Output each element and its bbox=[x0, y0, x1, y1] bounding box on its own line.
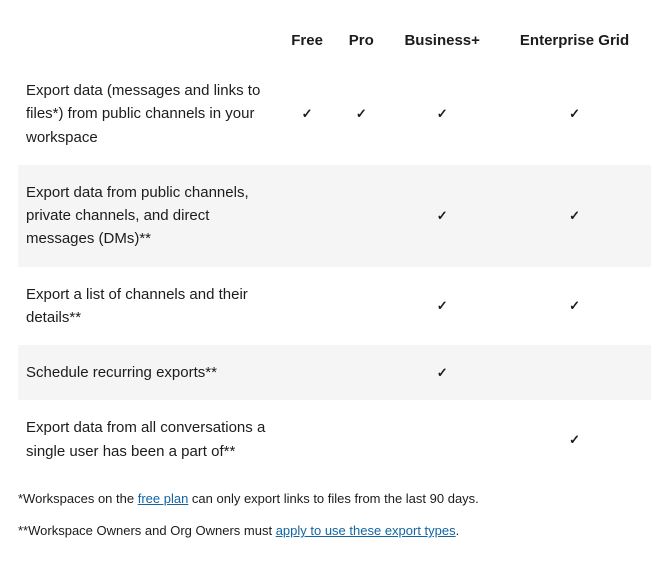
plan-cell bbox=[336, 400, 386, 479]
check-icon: ✓ bbox=[437, 106, 448, 121]
check-icon: ✓ bbox=[569, 432, 580, 447]
feature-column-header bbox=[18, 18, 278, 63]
check-icon: ✓ bbox=[437, 298, 448, 313]
check-icon: ✓ bbox=[437, 208, 448, 223]
table-row: Export data (messages and links to files… bbox=[18, 63, 651, 165]
footnote-1-post: can only export links to files from the … bbox=[188, 491, 478, 506]
footnote-2: **Workspace Owners and Org Owners must a… bbox=[18, 521, 651, 541]
table-row: Schedule recurring exports** ✓ bbox=[18, 345, 651, 400]
feature-cell: Schedule recurring exports** bbox=[18, 345, 278, 400]
check-icon: ✓ bbox=[569, 106, 580, 121]
check-icon: ✓ bbox=[569, 208, 580, 223]
plan-cell: ✓ bbox=[498, 267, 651, 346]
free-plan-link[interactable]: free plan bbox=[138, 491, 189, 506]
check-icon: ✓ bbox=[356, 106, 367, 121]
plan-cell: ✓ bbox=[336, 63, 386, 165]
footnote-1-pre: *Workspaces on the bbox=[18, 491, 138, 506]
plan-comparison-table: Free Pro Business+ Enterprise Grid Expor… bbox=[18, 18, 651, 479]
table-row: Export data from all conversations a sin… bbox=[18, 400, 651, 479]
check-icon: ✓ bbox=[302, 106, 313, 121]
apply-export-link[interactable]: apply to use these export types bbox=[276, 523, 456, 538]
plan-cell: ✓ bbox=[498, 63, 651, 165]
plan-cell bbox=[498, 345, 651, 400]
plan-cell bbox=[278, 165, 336, 267]
feature-cell: Export a list of channels and their deta… bbox=[18, 267, 278, 346]
table-row: Export data from public channels, privat… bbox=[18, 165, 651, 267]
plan-cell: ✓ bbox=[386, 345, 498, 400]
check-icon: ✓ bbox=[437, 365, 448, 380]
feature-cell: Export data from all conversations a sin… bbox=[18, 400, 278, 479]
plan-header-free: Free bbox=[278, 18, 336, 63]
plan-cell bbox=[386, 400, 498, 479]
plan-cell: ✓ bbox=[386, 165, 498, 267]
footnote-2-pre: **Workspace Owners and Org Owners must bbox=[18, 523, 276, 538]
table-body: Export data (messages and links to files… bbox=[18, 63, 651, 479]
plan-cell bbox=[336, 165, 386, 267]
plan-header-business: Business+ bbox=[386, 18, 498, 63]
feature-cell: Export data (messages and links to files… bbox=[18, 63, 278, 165]
plan-cell bbox=[278, 345, 336, 400]
plan-cell: ✓ bbox=[386, 267, 498, 346]
plan-cell bbox=[278, 400, 336, 479]
footnote-1: *Workspaces on the free plan can only ex… bbox=[18, 489, 651, 509]
plan-cell: ✓ bbox=[498, 400, 651, 479]
plan-cell: ✓ bbox=[498, 165, 651, 267]
feature-cell: Export data from public channels, privat… bbox=[18, 165, 278, 267]
plan-header-enterprise: Enterprise Grid bbox=[498, 18, 651, 63]
plan-cell bbox=[336, 267, 386, 346]
table-header-row: Free Pro Business+ Enterprise Grid bbox=[18, 18, 651, 63]
plan-cell bbox=[336, 345, 386, 400]
table-row: Export a list of channels and their deta… bbox=[18, 267, 651, 346]
footnote-2-post: . bbox=[456, 523, 460, 538]
check-icon: ✓ bbox=[569, 298, 580, 313]
plan-header-pro: Pro bbox=[336, 18, 386, 63]
plan-cell: ✓ bbox=[386, 63, 498, 165]
plan-cell bbox=[278, 267, 336, 346]
plan-cell: ✓ bbox=[278, 63, 336, 165]
